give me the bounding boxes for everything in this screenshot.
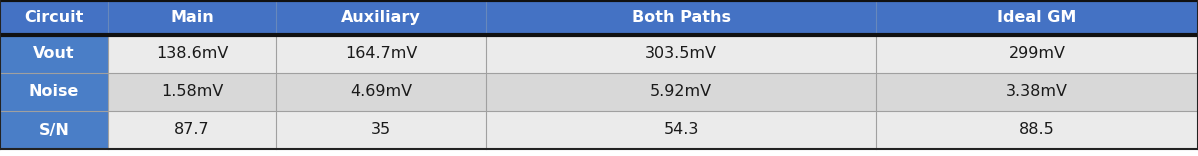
- Text: 35: 35: [371, 122, 391, 137]
- Text: S/N: S/N: [38, 122, 69, 137]
- Bar: [108, 73, 276, 111]
- Bar: [0, 0, 108, 35]
- Bar: [486, 111, 876, 149]
- Text: Auxiliary: Auxiliary: [341, 10, 420, 25]
- Bar: [0, 35, 108, 73]
- Text: Circuit: Circuit: [24, 10, 84, 25]
- Text: 138.6mV: 138.6mV: [156, 46, 228, 61]
- Bar: [486, 73, 876, 111]
- Text: Both Paths: Both Paths: [631, 10, 731, 25]
- Text: 3.38mV: 3.38mV: [1006, 85, 1067, 100]
- Text: Ideal GM: Ideal GM: [997, 10, 1077, 25]
- Bar: [0, 111, 108, 149]
- Text: 88.5: 88.5: [1019, 122, 1055, 137]
- Bar: [276, 111, 486, 149]
- Bar: [876, 111, 1198, 149]
- Text: 164.7mV: 164.7mV: [345, 46, 417, 61]
- Text: 299mV: 299mV: [1009, 46, 1065, 61]
- Bar: [876, 35, 1198, 73]
- Text: Main: Main: [170, 10, 214, 25]
- Text: 303.5mV: 303.5mV: [645, 46, 716, 61]
- Bar: [276, 35, 486, 73]
- Bar: [876, 0, 1198, 35]
- Text: 87.7: 87.7: [174, 122, 210, 137]
- Bar: [0, 73, 108, 111]
- Bar: [108, 0, 276, 35]
- Bar: [486, 35, 876, 73]
- Bar: [486, 0, 876, 35]
- Text: 4.69mV: 4.69mV: [350, 85, 412, 100]
- Text: 1.58mV: 1.58mV: [161, 85, 223, 100]
- Text: Vout: Vout: [34, 46, 74, 61]
- Text: 5.92mV: 5.92mV: [651, 85, 712, 100]
- Bar: [108, 35, 276, 73]
- Bar: [276, 73, 486, 111]
- Bar: [108, 111, 276, 149]
- Bar: [876, 73, 1198, 111]
- Bar: [276, 0, 486, 35]
- Text: 54.3: 54.3: [664, 122, 698, 137]
- Text: Noise: Noise: [29, 85, 79, 100]
